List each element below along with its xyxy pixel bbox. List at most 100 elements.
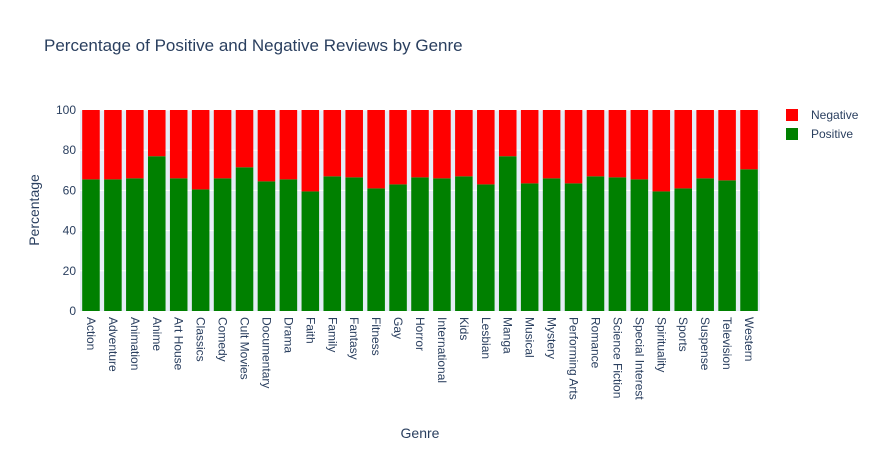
- y-axis-title: Percentage: [26, 174, 42, 246]
- bar-negative: [169, 110, 188, 179]
- x-tick-label: Animation: [128, 317, 142, 370]
- bar-positive: [674, 188, 692, 311]
- bar-positive: [169, 178, 188, 311]
- bar-positive: [235, 167, 254, 311]
- bar-negative: [520, 110, 539, 184]
- bar-positive: [718, 180, 736, 311]
- bar-positive: [126, 178, 144, 311]
- x-tick-label: Fantasy: [347, 317, 361, 360]
- x-tick-label: Action: [84, 317, 98, 350]
- x-tick-label: Suspense: [698, 317, 712, 371]
- bar-positive: [389, 184, 407, 311]
- x-tick-label: Faith: [303, 317, 317, 344]
- bar-positive: [498, 156, 517, 311]
- bar-negative: [630, 110, 649, 180]
- bar-positive: [279, 179, 298, 311]
- bar-positive: [191, 189, 210, 311]
- bars: [82, 110, 758, 311]
- bar-positive: [148, 156, 166, 311]
- y-tick-label: 20: [63, 264, 77, 278]
- bar-negative: [564, 110, 583, 184]
- x-tick-label: Art House: [172, 317, 186, 371]
- bar-negative: [542, 110, 561, 179]
- x-axis-title: Genre: [401, 425, 440, 441]
- bar-positive: [367, 188, 385, 311]
- y-tick-label: 100: [56, 103, 76, 117]
- bar-positive: [82, 179, 100, 311]
- x-tick-label: Cult Movies: [238, 317, 252, 380]
- legend-swatch-negative: [786, 109, 798, 121]
- x-axis-ticks: Action Adventure Animation Anime Art House Cl…: [84, 317, 756, 400]
- bar-negative: [718, 110, 736, 181]
- bar-negative: [608, 110, 627, 178]
- x-tick-label: Gay: [391, 317, 405, 339]
- bar-negative: [82, 110, 100, 180]
- bar-positive: [542, 178, 561, 311]
- bar-negative: [389, 110, 407, 185]
- bar-negative: [674, 110, 692, 189]
- y-tick-label: 60: [63, 183, 77, 197]
- x-tick-label: Drama: [281, 317, 295, 353]
- bar-positive: [564, 183, 583, 311]
- bar-positive: [696, 178, 714, 311]
- bar-positive: [586, 176, 605, 311]
- bar-positive: [213, 178, 232, 311]
- bar-positive: [433, 178, 451, 311]
- y-tick-label: 80: [63, 143, 77, 157]
- y-tick-label: 40: [63, 224, 77, 238]
- bar-positive: [455, 176, 473, 311]
- x-tick-label: Romance: [588, 317, 602, 369]
- bar-positive: [301, 191, 320, 311]
- x-tick-label: Western: [742, 317, 756, 361]
- bar-negative: [652, 110, 671, 192]
- legend[interactable]: Negative Positive: [786, 108, 859, 141]
- y-tick-label: 0: [69, 304, 76, 318]
- legend-label-positive: Positive: [811, 127, 853, 141]
- bar-negative: [213, 110, 232, 179]
- bar-positive: [104, 179, 122, 311]
- x-tick-label: Sports: [676, 317, 690, 352]
- bar-negative: [191, 110, 210, 190]
- legend-label-negative: Negative: [811, 108, 859, 122]
- bar-positive: [477, 184, 495, 311]
- x-tick-label: Lesbian: [479, 317, 493, 359]
- x-tick-label: Manga: [501, 317, 515, 354]
- x-tick-label: Performing Arts: [567, 317, 581, 400]
- bar-positive: [345, 177, 363, 311]
- bar-negative: [696, 110, 714, 179]
- bar-positive: [520, 183, 539, 311]
- bar-negative: [740, 110, 758, 170]
- y-axis-ticks: 0 20 40 60 80 100: [56, 103, 76, 318]
- bar-negative: [498, 110, 517, 157]
- bar-positive: [630, 179, 649, 311]
- x-tick-label: Classics: [194, 317, 208, 362]
- x-tick-label: Comedy: [216, 317, 230, 362]
- x-tick-label: Horror: [413, 317, 427, 351]
- x-tick-label: Mystery: [545, 317, 559, 359]
- bar-negative: [301, 110, 320, 192]
- bar-negative: [455, 110, 473, 177]
- x-tick-label: Special Interest: [632, 317, 646, 400]
- x-tick-label: International: [435, 317, 449, 383]
- x-tick-label: Family: [325, 317, 339, 352]
- x-tick-label: Science Fiction: [610, 317, 624, 398]
- x-tick-label: Musical: [523, 317, 537, 358]
- x-tick-label: Adventure: [106, 317, 120, 372]
- x-tick-label: Documentary: [259, 317, 273, 388]
- x-tick-label: Television: [720, 317, 734, 370]
- bar-positive: [608, 177, 627, 311]
- bar-negative: [345, 110, 363, 178]
- bar-negative: [477, 110, 495, 185]
- bar-negative: [235, 110, 254, 168]
- bar-negative: [104, 110, 122, 180]
- x-tick-label: Kids: [457, 317, 471, 340]
- x-tick-label: Spirituality: [654, 317, 668, 372]
- bar-negative: [323, 110, 342, 177]
- bar-positive: [323, 176, 342, 311]
- bar-positive: [411, 177, 429, 311]
- bar-positive: [257, 181, 276, 311]
- chart-title: Percentage of Positive and Negative Revi…: [44, 36, 463, 55]
- bar-positive: [652, 191, 671, 311]
